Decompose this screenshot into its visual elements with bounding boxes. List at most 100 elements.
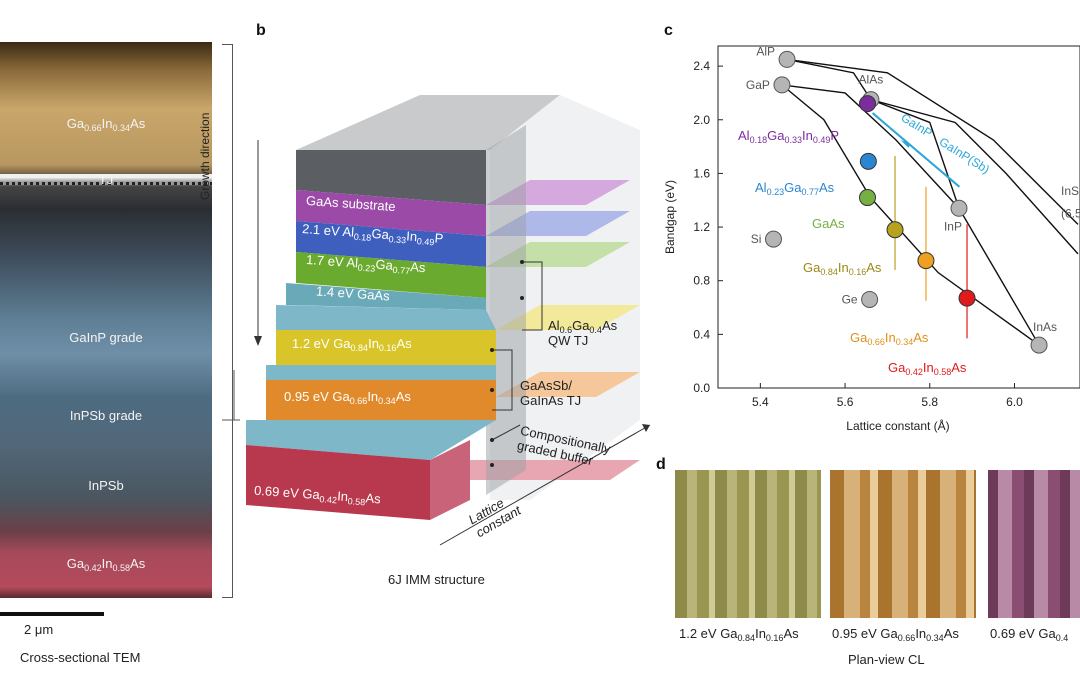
bottom-side — [430, 440, 470, 520]
scale-bar — [0, 612, 104, 616]
cell-label-gainas-158: Ga0.42In0.58As — [888, 360, 967, 377]
layer-gainas-134 — [266, 380, 496, 420]
y-tick-label: 1.2 — [693, 220, 710, 234]
panel-letter-b: b — [256, 22, 266, 39]
scale-label: 2 μm — [24, 622, 54, 637]
cl-image-1 — [675, 470, 821, 618]
side-strip-red — [430, 460, 640, 480]
alloy-curve — [781, 84, 960, 209]
binary-label-inp: InP — [944, 219, 962, 233]
alloy-curve — [870, 98, 960, 209]
galnp-arrow-line — [871, 112, 961, 188]
cell-label-gaas: GaAs — [812, 216, 845, 231]
cell-point-1 — [859, 152, 877, 170]
binary-label-alas: AlAs — [859, 73, 884, 87]
tem-label-inpsb: InPSb — [88, 478, 124, 493]
lattice-arrow-line — [439, 424, 651, 546]
cl-caption-1: 1.2 eV Ga0.84In0.16As — [679, 626, 799, 643]
buffer-2 — [276, 305, 496, 330]
layer-label-gainas-134: 0.95 eV Ga0.66In0.34As — [284, 389, 411, 406]
binary-label-si: Si — [751, 232, 762, 246]
cell-point-0 — [859, 95, 877, 113]
layer-gaas — [296, 252, 486, 298]
galnpsb-label: GaInP(Sb) — [937, 135, 993, 177]
cell-point-4 — [917, 252, 935, 270]
y-tick-label: 0.4 — [693, 327, 710, 341]
alloy-curve — [786, 58, 1079, 225]
binary-point-si — [764, 230, 782, 248]
alloy-curve — [786, 58, 872, 101]
gaassb-tj-label: GaAsSb/GaInAs TJ — [520, 378, 582, 408]
tem-connector — [222, 370, 240, 421]
x-tick-label: 5.6 — [837, 395, 854, 409]
bandgap-chart: 0.0 0.4 0.8 1.2 1.6 2.0 2.4 5.4 5.6 5.8 6.0 Lattice… — [663, 44, 1080, 433]
cell-point-2 — [859, 189, 877, 207]
buffer-3 — [266, 365, 496, 380]
binary-point-ge — [861, 290, 879, 308]
x-tick-label: 6.0 — [1006, 395, 1023, 409]
cell-label-gainas-116: Ga0.84In0.16As — [803, 260, 882, 277]
buffer-1 — [286, 283, 486, 310]
gaassb-bracket — [492, 349, 513, 411]
growth-arrow-head — [254, 336, 262, 346]
galnp-arrow-head — [900, 139, 911, 148]
cell-label-algainp: Al0.18Ga0.33In0.49P — [738, 128, 840, 145]
tj-dots — [0, 182, 212, 185]
buffer-4 — [246, 420, 496, 460]
y-tick-label: 0.8 — [693, 274, 710, 288]
y-tick-label: 2.4 — [693, 59, 710, 73]
qw-tj-label: Al0.6Ga0.4As QW TJ — [548, 318, 618, 348]
layer-algainp — [296, 190, 486, 236]
tem-label-top-layer: Ga0.66In0.34As — [66, 116, 146, 133]
binary-label-inas: InAs — [1033, 320, 1057, 334]
binary-point-inas — [1030, 336, 1048, 354]
cl-caption-2: 0.95 eV Ga0.66In0.34As — [832, 626, 959, 643]
cell-label-gainas-134: Ga0.66In0.34As — [850, 330, 929, 347]
plot-frame — [717, 45, 1080, 389]
side-strip-yellow — [496, 305, 640, 330]
edge-label-2: (6.5 — [1061, 207, 1080, 221]
cell-label-algaas: Al0.23Ga0.77As — [755, 180, 835, 197]
tj-band — [0, 174, 212, 178]
cl-image-2 — [830, 470, 976, 618]
tem-label-tj: TJ — [98, 172, 114, 187]
layer-gainas-116 — [276, 330, 496, 365]
binary-point-gap — [773, 76, 791, 94]
layer-substrate — [296, 150, 486, 205]
panel-letter-c: c — [664, 22, 673, 39]
tem-bracket — [222, 44, 233, 598]
lattice-arrow-head — [642, 424, 650, 432]
panel-b-caption: 6J IMM structure — [388, 572, 485, 587]
growth-direction-label: Growth direction — [198, 112, 212, 200]
x-tick-label: 5.8 — [921, 395, 938, 409]
cell-point-5 — [958, 289, 976, 307]
tem-image: Ga0.66In0.34As TJ GaInP grade InPSb grad… — [0, 42, 212, 598]
tem-label-bottom-layer: Ga0.42In0.58As — [66, 556, 146, 573]
layer-stack-diagram — [230, 40, 670, 600]
cl-caption-3: 0.69 eV Ga0.4 — [990, 626, 1069, 643]
alloy-curve — [958, 207, 1040, 346]
layer-label-gainas-116: 1.2 eV Ga0.84In0.16As — [292, 336, 412, 353]
edge-label-1: InS — [1061, 184, 1079, 198]
binary-point-inp — [950, 199, 968, 217]
cell-point-3 — [886, 221, 904, 239]
binary-label-alp: AlP — [756, 44, 775, 58]
tem-label-galnp-grade: GaInP grade — [69, 330, 143, 345]
x-axis-label: Lattice constant (Å) — [846, 418, 949, 433]
binary-label-gap: GaP — [746, 78, 770, 92]
binary-label-ge: Ge — [842, 292, 858, 306]
binary-point-alp — [778, 50, 796, 68]
side-strip-orange — [496, 372, 640, 397]
panel-d-caption: Plan-view CL — [848, 652, 925, 667]
layer-gainas-158 — [246, 445, 430, 520]
alloy-curve — [870, 98, 1079, 255]
panel-letter-d: d — [656, 456, 666, 473]
layer-algaas — [296, 221, 486, 267]
x-tick-label: 5.4 — [752, 395, 769, 409]
tem-label-inpsb-grade: InPSb grade — [69, 408, 143, 423]
panel-a-caption: Cross-sectional TEM — [20, 650, 141, 665]
y-axis-label: Bandgap (eV) — [663, 180, 677, 254]
substrate-top — [296, 95, 560, 150]
cl-image-3 — [988, 470, 1080, 618]
graded-leader — [491, 424, 521, 441]
